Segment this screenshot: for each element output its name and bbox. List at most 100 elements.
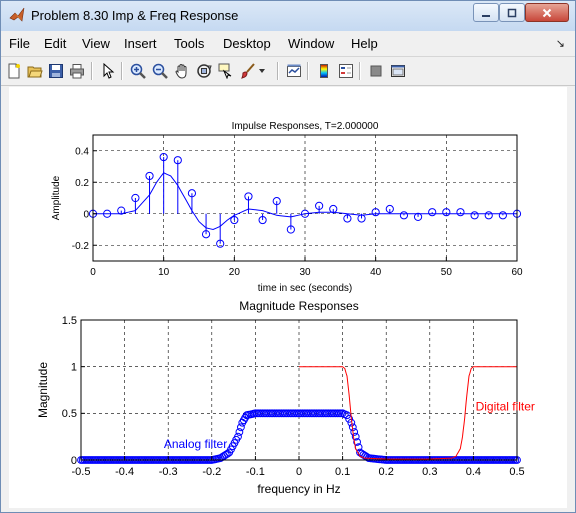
x-tick-label: 0: [296, 466, 302, 478]
y-tick-label: 0.4: [75, 146, 89, 157]
y-tick-label: -0.2: [72, 241, 90, 252]
menu-help[interactable]: Help: [351, 36, 378, 51]
magnitude-ticks: -0.5 -0.4 -0.3 -0.2 -0.1 0 0.1 0.2 0.3 0.4 0.5 0 0.5…: [62, 315, 525, 478]
x-tick-label: 20: [229, 267, 241, 278]
impulse-data: [88, 152, 522, 248]
annotation-label: Digital filter: [476, 400, 535, 414]
pan-hand-icon[interactable]: [173, 62, 191, 80]
x-tick-label: -0.4: [115, 466, 134, 478]
save-icon[interactable]: [47, 62, 65, 80]
analog-filter-marker: [350, 428, 359, 436]
x-tick-label: 0.1: [335, 466, 350, 478]
impulse-xlabel: time in sec (seconds): [258, 283, 352, 294]
window-controls: [473, 3, 569, 22]
stem-marker: [498, 211, 507, 220]
stem-marker: [173, 156, 182, 165]
magnitude-annotations: Analog filter Digital filter: [164, 400, 535, 451]
stem-marker: [399, 211, 409, 220]
stem-marker: [258, 215, 267, 225]
stem-marker: [244, 192, 253, 201]
stem-marker: [300, 209, 310, 218]
stem-marker: [343, 214, 352, 223]
x-tick-label: 0: [90, 267, 96, 278]
minimize-icon[interactable]: [473, 3, 499, 22]
brush-dropdown-icon[interactable]: [257, 62, 267, 80]
menu-file[interactable]: File: [9, 36, 30, 51]
hide-plot-tools-icon[interactable]: [367, 62, 385, 80]
y-tick-label: 0.2: [75, 178, 89, 189]
stem-marker: [484, 211, 493, 220]
print-icon[interactable]: [68, 62, 86, 80]
stem-marker: [230, 215, 239, 225]
x-tick-label: 0.4: [466, 466, 481, 478]
impulse-ylabel: Amplitude: [51, 175, 62, 220]
menu-window[interactable]: Window: [288, 36, 335, 51]
zoom-out-icon[interactable]: [151, 62, 169, 80]
dock-arrow-icon[interactable]: ↘: [555, 38, 565, 50]
impulse-axes: 0 10 20 30 40 50 60 -0.2 0 0.2 0.4 Impulse Respons…: [51, 121, 523, 294]
title-bar[interactable]: Problem 8.30 Imp & Freq Response: [1, 1, 575, 32]
rotate-3d-icon[interactable]: [195, 62, 213, 80]
analog-filter-marker: [343, 411, 351, 420]
impulse-ticks: 0 10 20 30 40 50 60 -0.2 0 0.2 0.4: [72, 146, 523, 278]
stem-marker: [442, 208, 451, 217]
figure-canvas: 0 10 20 30 40 50 60 -0.2 0 0.2 0.4 Impulse Respons…: [9, 87, 567, 508]
menu-view[interactable]: View: [82, 36, 110, 51]
y-tick-label: 1.5: [62, 315, 77, 327]
stem-marker: [159, 152, 168, 162]
stem-marker: [216, 239, 225, 248]
x-tick-label: 0.3: [422, 466, 437, 478]
x-tick-label: 60: [511, 267, 523, 278]
toolbar-separator: [91, 62, 93, 80]
x-tick-label: 0.5: [509, 466, 524, 478]
x-tick-label: -0.2: [202, 466, 221, 478]
stem-marker: [413, 212, 423, 221]
stem-marker: [117, 206, 126, 215]
x-tick-label: -0.5: [72, 466, 91, 478]
toolbar-separator: [121, 62, 123, 80]
legend-icon[interactable]: [337, 62, 355, 80]
x-tick-label: 50: [441, 267, 453, 278]
stem-marker: [470, 211, 479, 220]
menu-insert[interactable]: Insert: [124, 36, 157, 51]
x-tick-label: -0.3: [159, 466, 178, 478]
stem-marker: [385, 204, 394, 214]
close-icon[interactable]: [525, 3, 569, 22]
magnitude-axes: -0.5 -0.4 -0.3 -0.2 -0.1 0 0.1 0.2 0.3 0.4 0.5 0 0.5…: [36, 299, 535, 496]
stem-marker: [428, 208, 437, 217]
stem-marker: [357, 214, 366, 223]
x-tick-label: 10: [158, 267, 170, 278]
y-tick-label: 0: [83, 209, 89, 220]
stem-marker: [315, 201, 324, 210]
matlab-logo-icon: [9, 7, 25, 22]
toolbar-separator: [359, 62, 361, 80]
stem-marker: [329, 204, 338, 214]
new-figure-icon[interactable]: [5, 62, 23, 80]
stem-marker: [131, 193, 140, 203]
colorbar-icon[interactable]: [315, 62, 333, 80]
menu-desktop[interactable]: Desktop: [223, 36, 271, 51]
brush-icon[interactable]: [239, 62, 257, 80]
stem-marker: [187, 189, 197, 198]
y-tick-label: 1: [71, 362, 77, 374]
link-plot-icon[interactable]: [285, 62, 303, 80]
magnitude-xlabel: frequency in Hz: [257, 482, 340, 496]
impulse-title: Impulse Responses, T=2.000000: [232, 121, 379, 132]
menu-edit[interactable]: Edit: [44, 36, 67, 51]
stem-marker: [456, 208, 465, 217]
x-tick-label: 0.2: [379, 466, 394, 478]
open-file-icon[interactable]: [26, 62, 44, 80]
analog-filter-marker: [353, 438, 362, 446]
figure-toolbar: [1, 57, 575, 86]
analog-filter-marker: [237, 423, 245, 432]
menu-tools[interactable]: Tools: [174, 36, 205, 51]
show-plot-tools-icon[interactable]: [389, 62, 407, 80]
stem-marker: [103, 209, 112, 218]
zoom-in-icon[interactable]: [129, 62, 147, 80]
maximize-icon[interactable]: [499, 3, 525, 22]
data-cursor-icon[interactable]: [217, 62, 235, 80]
edit-plot-arrow-icon[interactable]: [99, 62, 117, 80]
stem-marker: [201, 230, 211, 239]
stem-marker: [272, 197, 281, 206]
